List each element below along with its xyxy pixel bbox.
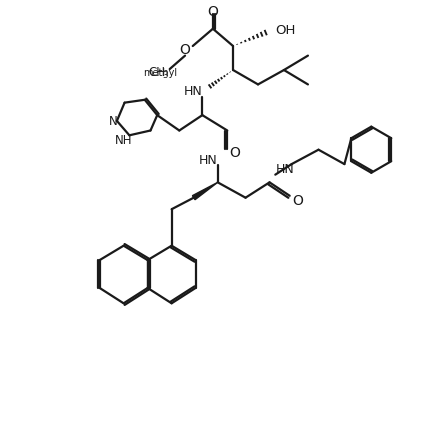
Text: NH: NH — [115, 133, 132, 146]
Text: HN: HN — [275, 163, 294, 176]
Text: OH: OH — [275, 24, 296, 37]
Text: HN: HN — [184, 84, 203, 98]
Text: HN: HN — [199, 154, 218, 166]
Text: 3: 3 — [163, 71, 168, 80]
Text: O: O — [208, 4, 218, 18]
Polygon shape — [192, 183, 218, 200]
Text: O: O — [292, 193, 303, 207]
Text: CH: CH — [149, 66, 166, 79]
Text: O: O — [180, 43, 190, 57]
Text: O: O — [229, 145, 240, 159]
Text: methyl: methyl — [143, 68, 177, 78]
Text: N: N — [109, 115, 117, 128]
